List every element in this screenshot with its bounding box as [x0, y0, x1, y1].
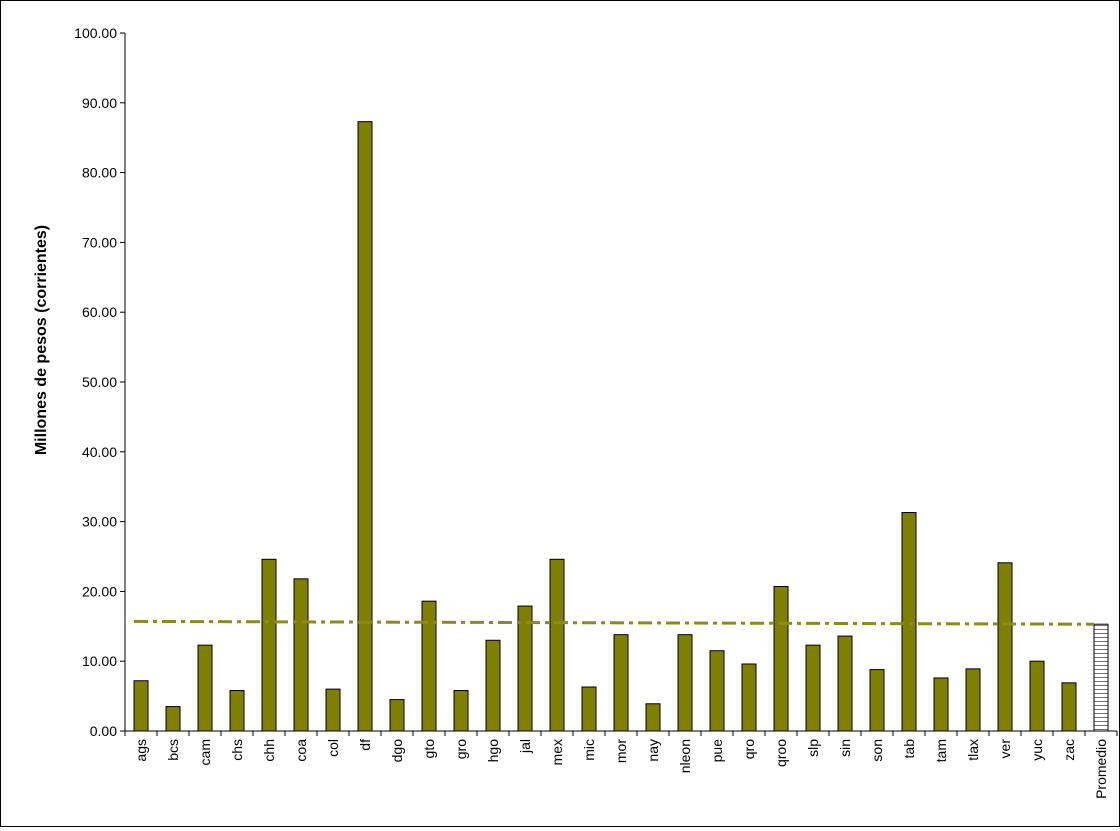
- bar-tlax: [966, 669, 980, 731]
- x-tick-label: mic: [581, 739, 597, 761]
- bar-qroo: [774, 587, 788, 731]
- x-tick-label: mex: [549, 739, 565, 765]
- bar-promedio: [1094, 624, 1108, 731]
- bar-tam: [934, 678, 948, 731]
- bar-chs: [230, 691, 244, 731]
- x-tick-label: qro: [741, 739, 757, 759]
- x-tick-label: ags: [133, 739, 149, 762]
- bar-son: [870, 670, 884, 731]
- bar-ags: [134, 681, 148, 731]
- x-tick-label: cam: [197, 739, 213, 765]
- x-tick-label: ver: [997, 739, 1013, 759]
- x-tick-label: pue: [709, 739, 725, 763]
- x-tick-label: gro: [453, 739, 469, 759]
- bar-ver: [998, 563, 1012, 731]
- bar-dgo: [390, 700, 404, 731]
- bar-gro: [454, 691, 468, 731]
- x-tick-label: tab: [901, 739, 917, 759]
- bar-mor: [614, 635, 628, 731]
- y-tick-label: 40.00: [82, 444, 117, 460]
- y-tick-label: 10.00: [82, 653, 117, 669]
- y-tick-label: 60.00: [82, 304, 117, 320]
- bar-nay: [646, 704, 660, 731]
- x-tick-label: son: [869, 739, 885, 762]
- bar-slp: [806, 645, 820, 731]
- x-tick-label: yuc: [1029, 739, 1045, 761]
- y-tick-label: 20.00: [82, 583, 117, 599]
- x-tick-label: nay: [645, 739, 661, 762]
- x-tick-label: zac: [1061, 739, 1077, 761]
- y-tick-label: 0.00: [90, 723, 117, 739]
- x-tick-label: coa: [293, 739, 309, 762]
- x-tick-label: hgo: [485, 739, 501, 763]
- x-tick-label: tam: [933, 739, 949, 762]
- bar-pue: [710, 651, 724, 731]
- bar-df: [358, 122, 372, 731]
- bar-nleon: [678, 635, 692, 731]
- x-tick-label: bcs: [165, 739, 181, 761]
- bar-bcs: [166, 707, 180, 731]
- x-tick-label: mor: [613, 739, 629, 763]
- y-tick-label: 50.00: [82, 374, 117, 390]
- x-tick-label: col: [325, 739, 341, 757]
- y-tick-label: 70.00: [82, 234, 117, 250]
- bar-cam: [198, 645, 212, 731]
- bar-yuc: [1030, 661, 1044, 731]
- bar-mex: [550, 559, 564, 731]
- x-tick-label: tlax: [965, 739, 981, 761]
- x-tick-label: sin: [837, 739, 853, 757]
- x-tick-label: slp: [805, 739, 821, 757]
- bar-col: [326, 689, 340, 731]
- bar-sin: [838, 636, 852, 731]
- x-tick-label: dgo: [389, 739, 405, 763]
- bars: [134, 122, 1108, 731]
- x-tick-label: nleon: [677, 739, 693, 773]
- bar-qro: [742, 664, 756, 731]
- bar-coa: [294, 579, 308, 731]
- bar-chh: [262, 559, 276, 731]
- bar-jal: [518, 606, 532, 731]
- x-tick-label: jal: [517, 739, 533, 754]
- y-tick-label: 90.00: [82, 95, 117, 111]
- average-line: [134, 621, 1094, 624]
- bar-hgo: [486, 640, 500, 731]
- labels: 0.00 10.00 20.00 30.00 40.00 50.00 60.00 70.00 8…: [74, 25, 1109, 799]
- bar-zac: [1062, 683, 1076, 731]
- x-tick-label: qroo: [773, 739, 789, 767]
- bar-tab: [902, 513, 916, 731]
- y-tick-label: 30.00: [82, 514, 117, 530]
- y-axis-title: Millones de pesos (corrientes): [33, 225, 50, 455]
- x-tick-label: chs: [229, 739, 245, 761]
- x-tick-label: df: [357, 739, 373, 751]
- bar-gto: [422, 601, 436, 731]
- y-tick-label: 80.00: [82, 165, 117, 181]
- x-tick-label: gto: [421, 739, 437, 759]
- x-tick-label: Promedio: [1093, 739, 1109, 799]
- x-tick-label: chh: [261, 739, 277, 762]
- bar-mic: [582, 687, 596, 731]
- average-line-layer: [134, 621, 1094, 624]
- y-tick-label: 100.00: [74, 25, 117, 41]
